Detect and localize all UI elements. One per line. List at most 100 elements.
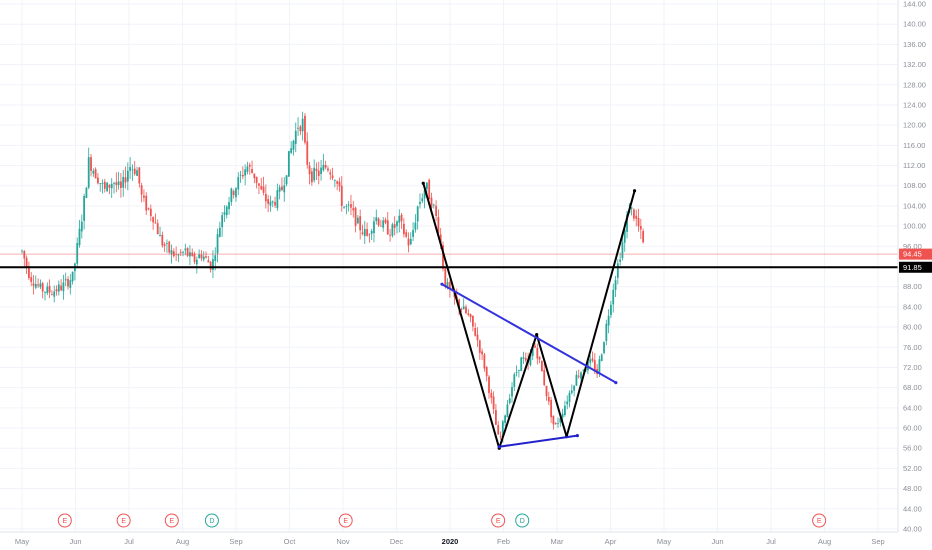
candle-body [637,217,640,227]
candle-body [580,372,582,379]
y-tick-label: 80.00 [903,323,922,332]
candle-body [513,374,516,387]
candle-body [69,280,72,288]
candle-body [554,423,557,424]
candle-body [177,254,180,256]
candle-body [536,347,539,359]
y-tick-label: 124.00 [903,100,926,109]
candle-body [361,232,364,235]
x-tick-label: Oct [284,537,297,546]
dividend-marker[interactable]: D [515,513,530,528]
candle-body [246,166,249,172]
y-tick-label: 84.00 [903,302,922,311]
candle-body [44,291,46,293]
candle-body [290,148,293,153]
price-axis[interactable]: 144.00 140.00 136.00 132.00 128.00 124.00 120.… [897,0,932,550]
candle-body [423,190,426,199]
lower-trendline-anchor[interactable] [497,445,501,449]
candle-body [614,280,617,290]
candle-body [124,177,127,183]
candle-body [133,168,136,175]
candle-body [200,254,203,259]
candle-body [281,186,283,191]
x-tick-label: Jun [69,537,81,546]
candle-body [115,182,118,185]
time-axis[interactable]: May Jun Jul Aug Sep Oct Nov Dec 2020 Feb Mar Apr May… [0,531,898,546]
y-tick-label: 88.00 [903,282,922,291]
candle-body [437,217,440,234]
candle-body [97,177,99,184]
earnings-marker[interactable]: E [491,513,506,528]
event-letter: E [121,518,126,525]
candle-body [495,410,497,425]
y-tick-label: 44.00 [903,504,922,513]
y-tick-label: 108.00 [903,181,926,190]
event-markers[interactable]: E E D E E DE E [57,513,827,528]
candle-body [292,140,295,150]
candle-body [619,259,622,262]
upper-trendline-anchor[interactable] [440,282,444,286]
event-circle [116,513,131,528]
dividend-marker[interactable]: D [204,513,219,528]
upper-trendline-anchor[interactable] [614,381,618,385]
y-tick-label: 68.00 [903,383,922,392]
w-pattern-anchor[interactable] [421,181,425,185]
candle-body [446,282,449,288]
x-tick-label: Mar [551,537,564,546]
candle-body [46,286,49,294]
earnings-marker[interactable]: E [812,513,827,528]
event-letter: E [496,518,501,525]
candle-body [83,195,86,221]
candle-body [359,216,362,231]
x-tick-label: Jul [124,537,134,546]
candle-body [306,141,309,165]
candle-body [515,372,518,373]
candle-body [67,278,69,287]
y-tick-label: 48.00 [903,484,922,493]
candle-body [377,218,380,226]
candle-body [145,195,148,211]
x-tick-label: Aug [176,537,189,546]
candle-body [136,170,138,176]
x-tick-label: Jun [711,537,723,546]
candle-body [170,250,173,255]
candle-body [382,220,385,228]
candle-body [60,285,63,291]
candle-body [442,245,444,269]
candle-body [232,190,235,196]
candle-body [182,251,184,253]
candle-body [120,181,122,188]
candle-body [294,130,297,144]
earnings-marker[interactable]: E [164,513,179,528]
earnings-marker[interactable]: E [338,513,353,528]
candle-body [497,424,500,435]
candle-body [630,207,633,209]
candle-body [251,169,253,173]
candle-body [531,347,534,356]
candle-body [508,398,511,404]
w-pattern-anchor[interactable] [535,333,539,337]
candle-body [591,358,594,361]
lower-trendline[interactable] [499,434,578,448]
candle-body [126,170,129,182]
price-axis-background [898,0,932,550]
event-letter: E [343,518,348,525]
candle-body [520,357,523,372]
x-tick-label: Sep [871,537,884,546]
upper-trendline[interactable] [441,283,617,384]
candle-body [71,271,74,282]
candle-body [396,221,398,227]
candle-body [271,201,274,203]
earnings-marker[interactable]: E [57,513,72,528]
candle-body [561,413,564,418]
candle-body [99,183,102,184]
drawings[interactable] [421,181,637,450]
candle-body [274,202,276,206]
lower-trendline-anchor[interactable] [575,434,579,438]
w-pattern-anchor[interactable] [632,189,637,193]
candle-body [336,181,339,184]
candle-body [610,304,612,316]
candle-body [304,115,306,143]
earnings-marker[interactable]: E [116,513,131,528]
